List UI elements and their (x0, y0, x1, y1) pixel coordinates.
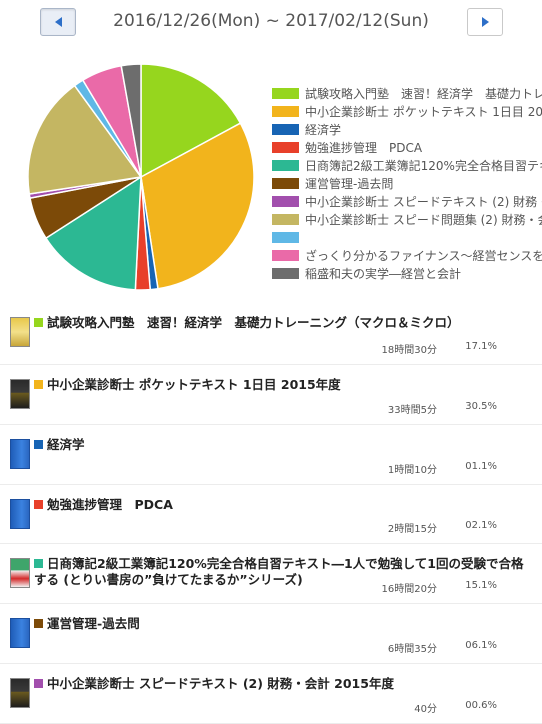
pie-slice-8[interactable] (27, 84, 143, 195)
legend-item[interactable]: 中小企業診断士 ポケットテキスト 1日目 2015年度 (272, 102, 542, 120)
legend-label: 勉強進捗管理 PDCA (305, 140, 423, 155)
study-time: 18時間30分 (381, 345, 437, 356)
legend-item[interactable]: 中小企業診断士 スピードテキスト (2) 財務・会計 2015年度 (272, 192, 542, 210)
study-time: 33時間5分 (387, 405, 437, 416)
date-range-label: 2016/12/26(Mon) ~ 2017/02/12(Sun) (113, 11, 429, 31)
legend-swatch (272, 123, 299, 135)
legend-swatch (272, 159, 299, 171)
study-percentage: 06.1% (465, 640, 497, 651)
legend-label: 日商簿記2級工業簿記120%完全合格目習テキスト (305, 158, 542, 173)
color-square-icon (34, 619, 43, 628)
study-percentage: 15.1% (465, 580, 497, 591)
item-title-text: 試験攻略入門塾 速習！経済学 基礎力トレーニング（マクロ＆ミクロ） (47, 315, 460, 330)
pie-slice-2[interactable] (140, 122, 255, 290)
legend-label: 稲盛和夫の実学―経営と会計 (305, 266, 462, 281)
chevron-left-icon (54, 17, 62, 27)
legend-swatch (272, 267, 299, 279)
item-title: 運営管理-過去問 (34, 616, 526, 632)
study-material-list: 試験攻略入門塾 速習！経済学 基礎力トレーニング（マクロ＆ミクロ） 18時間30分… (0, 303, 542, 724)
legend-item[interactable]: 経済学 (272, 120, 542, 138)
item-title-text: 中小企業診断士 スピードテキスト (2) 財務・会計 2015年度 (47, 676, 394, 691)
item-title: 試験攻略入門塾 速習！経済学 基礎力トレーニング（マクロ＆ミクロ） (34, 315, 526, 331)
study-time-pie-chart (27, 63, 255, 291)
book-cover-thumbnail (10, 618, 30, 648)
legend-swatch (272, 195, 299, 207)
list-item[interactable]: 中小企業診断士 ポケットテキスト 1日目 2015年度 33時間5分 30.5% (0, 365, 542, 425)
legend-swatch (272, 87, 299, 99)
legend-swatch (272, 141, 299, 153)
study-time: 16時間20分 (381, 584, 437, 595)
legend-item[interactable]: ざっくり分かるファイナンス〜経営センスを磨くための財務 (272, 246, 542, 264)
next-period-button[interactable] (467, 8, 503, 36)
item-title-text: 経済学 (47, 437, 85, 452)
color-square-icon (34, 440, 43, 449)
chevron-right-icon (481, 17, 489, 27)
previous-period-button[interactable] (40, 8, 76, 36)
legend-label: 運営管理-過去問 (305, 176, 394, 191)
study-time: 2時間15分 (387, 524, 437, 535)
pie-slice-1[interactable] (140, 63, 242, 179)
book-cover-thumbnail (10, 558, 30, 588)
item-title: 中小企業診断士 スピードテキスト (2) 財務・会計 2015年度 (34, 676, 526, 692)
study-percentage: 17.1% (465, 341, 497, 352)
list-item[interactable]: 運営管理-過去問 6時間35分 06.1% (0, 604, 542, 664)
legend-item[interactable] (272, 228, 542, 246)
legend-item[interactable]: 運営管理-過去問 (272, 174, 542, 192)
item-title: 中小企業診断士 ポケットテキスト 1日目 2015年度 (34, 377, 526, 393)
legend-swatch (272, 249, 299, 261)
legend-label: 試験攻略入門塾 速習！経済学 基礎力トレーニング（マクロ＆ミクロ） (305, 86, 542, 101)
list-item[interactable]: 経済学 1時間10分 01.1% (0, 425, 542, 485)
legend-swatch (272, 213, 299, 225)
legend-label: ざっくり分かるファイナンス〜経営センスを磨くための財務 (305, 248, 542, 263)
color-square-icon (34, 318, 43, 327)
study-percentage: 02.1% (465, 520, 497, 531)
legend-item[interactable]: 試験攻略入門塾 速習！経済学 基礎力トレーニング（マクロ＆ミクロ） (272, 84, 542, 102)
book-cover-thumbnail (10, 499, 30, 529)
item-title: 日商簿記2級工業簿記120%完全合格自習テキスト―1人で勉強して1回の受験で合格… (34, 556, 526, 588)
legend-label: 経済学 (305, 122, 342, 137)
item-title: 経済学 (34, 437, 526, 453)
study-time: 1時間10分 (387, 465, 437, 476)
list-item[interactable]: 勉強進捗管理 PDCA 2時間15分 02.1% (0, 485, 542, 544)
list-item[interactable]: 日商簿記2級工業簿記120%完全合格自習テキスト―1人で勉強して1回の受験で合格… (0, 544, 542, 604)
color-square-icon (34, 679, 43, 688)
item-title-text: 勉強進捗管理 PDCA (47, 497, 173, 512)
color-square-icon (34, 380, 43, 389)
legend-swatch (272, 105, 299, 117)
pie-slice-5[interactable] (44, 175, 142, 291)
legend-swatch (272, 177, 299, 189)
list-item[interactable]: 中小企業診断士 スピードテキスト (2) 財務・会計 2015年度 40分 00.6… (0, 664, 542, 724)
book-cover-thumbnail (10, 317, 30, 347)
item-title: 勉強進捗管理 PDCA (34, 497, 526, 513)
legend-label: 中小企業診断士 ポケットテキスト 1日目 2015年度 (305, 104, 542, 119)
pie-slice-11[interactable] (120, 63, 142, 178)
date-navigation: 2016/12/26(Mon) ~ 2017/02/12(Sun) (0, 0, 542, 44)
item-title-text: 中小企業診断士 ポケットテキスト 1日目 2015年度 (47, 377, 341, 392)
legend-item[interactable]: 稲盛和夫の実学―経営と会計 (272, 264, 542, 282)
book-cover-thumbnail (10, 439, 30, 469)
item-title-text: 日商簿記2級工業簿記120%完全合格自習テキスト―1人で勉強して1回の受験で合格… (34, 556, 524, 587)
legend-item[interactable]: 日商簿記2級工業簿記120%完全合格目習テキスト (272, 156, 542, 174)
item-title-text: 運営管理-過去問 (47, 616, 140, 631)
book-cover-thumbnail (10, 379, 30, 409)
study-percentage: 30.5% (465, 401, 497, 412)
legend-label: 中小企業診断士 スピードテキスト (2) 財務・会計 2015年度 (305, 194, 542, 209)
legend-item[interactable]: 中小企業診断士 スピード問題集 (2) 財務・会計 (272, 210, 542, 228)
legend-label: 中小企業診断士 スピード問題集 (2) 財務・会計 (305, 212, 542, 227)
book-cover-thumbnail (10, 678, 30, 708)
legend-item[interactable]: 勉強進捗管理 PDCA (272, 138, 542, 156)
list-item[interactable]: 試験攻略入門塾 速習！経済学 基礎力トレーニング（マクロ＆ミクロ） 18時間30分… (0, 303, 542, 365)
legend-swatch (272, 231, 299, 243)
study-time: 6時間35分 (387, 644, 437, 655)
color-square-icon (34, 559, 43, 568)
study-time: 40分 (414, 704, 437, 715)
chart-legend: 試験攻略入門塾 速習！経済学 基礎力トレーニング（マクロ＆ミクロ） 中小企業診断士… (272, 84, 542, 282)
study-percentage: 01.1% (465, 461, 497, 472)
color-square-icon (34, 500, 43, 509)
